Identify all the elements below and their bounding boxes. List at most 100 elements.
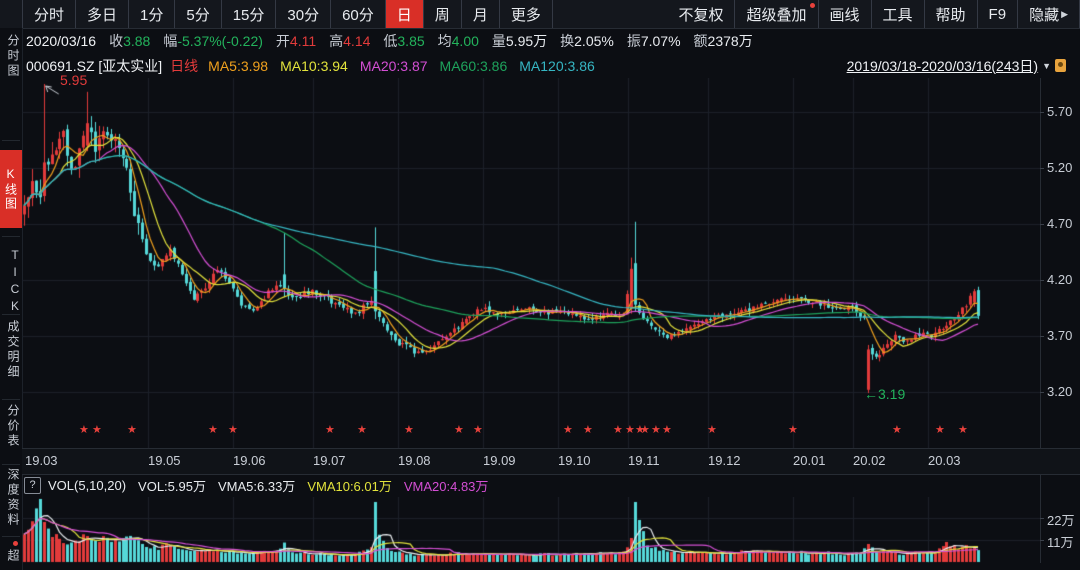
- event-star-icon: ★: [404, 424, 414, 436]
- price-axis-label: 3.20: [1047, 384, 1073, 399]
- event-star-icon: ★: [563, 424, 573, 436]
- left-sidebar: 分时图 K线图 TICK 成交明细分价表深度资料超: [0, 28, 23, 570]
- sidebar-divider: [2, 314, 20, 315]
- event-star-icon: ★: [228, 424, 238, 436]
- price-axis-tick: [1040, 112, 1044, 113]
- quote-date: 2020/03/16: [26, 32, 97, 49]
- volume-header-item-4: VMA20:4.83万: [403, 478, 489, 494]
- x-axis-label: 19.05: [148, 453, 181, 468]
- volume-axis-tick: [1040, 540, 1044, 541]
- event-star-icon: ★: [935, 424, 945, 436]
- volume-indicator-header: ? VOL(5,10,20) VOL:5.95万 VMA5:6.33万 VMA10:6…: [24, 474, 500, 496]
- x-axis-label: 19.09: [483, 453, 516, 468]
- event-star-icon: ★: [454, 424, 464, 436]
- chevron-down-icon[interactable]: ▼: [1042, 60, 1051, 71]
- volume-axis-label: 22万: [1047, 513, 1075, 528]
- top-menu-item-7[interactable]: 日: [385, 0, 424, 28]
- event-star-icon: ★: [325, 424, 335, 436]
- top-menu-item-9[interactable]: 月: [462, 0, 500, 28]
- quote-field-8: 振7.07%: [627, 31, 681, 51]
- tools-menu-item-0[interactable]: 不复权: [667, 0, 736, 28]
- period-label: 日线: [170, 57, 199, 74]
- main-chart-canvas[interactable]: [22, 78, 1040, 448]
- top-menu-item-8[interactable]: 周: [424, 0, 462, 28]
- date-range-selector[interactable]: 2019/03/18-2020/03/16(243日): [846, 57, 1039, 74]
- sidebar-item-0[interactable]: 分时图: [6, 34, 20, 79]
- x-axis-label: 19.06: [233, 453, 266, 468]
- ma-legend-item-3: MA60:3.86: [439, 57, 508, 74]
- event-star-icon: ★: [651, 424, 661, 436]
- sidebar-item-4[interactable]: 分价表: [6, 404, 20, 449]
- top-menubar: 分时 多日 1分 5分 15分 30分 60分日周月更多 不复权 超级叠加 画线 工具 帮助 F9 隐藏…: [0, 0, 1080, 29]
- help-icon[interactable]: ?: [24, 476, 41, 494]
- quote-field-0: 收3.88: [109, 31, 150, 51]
- quote-field-value: -5.37%(-0.22): [177, 32, 263, 49]
- quote-field-value: 3.88: [123, 32, 151, 49]
- top-menu-item-0[interactable]: 分时: [22, 0, 77, 28]
- top-menu-item-6[interactable]: 60分: [331, 0, 386, 28]
- top-menu-item-10[interactable]: 更多: [500, 0, 553, 28]
- x-axis-label: 19.08: [398, 453, 431, 468]
- top-menu-item-3[interactable]: 5分: [175, 0, 222, 28]
- event-star-icon: ★: [127, 424, 137, 436]
- ma-legend-item-1: MA10:3.94: [280, 57, 348, 74]
- price-axis-label: 4.70: [1047, 216, 1073, 231]
- x-axis-label: 20.03: [928, 453, 961, 468]
- quote-field-label: 换: [560, 32, 575, 49]
- event-star-icon: ★: [958, 424, 968, 436]
- price-axis-tick: [1040, 224, 1044, 225]
- sidebar-divider: [2, 464, 20, 465]
- quote-field-5: 均4.00: [438, 31, 479, 51]
- volume-header-item-1: VOL:5.95万: [138, 478, 206, 494]
- x-axis-label: 19.03: [25, 453, 58, 468]
- tools-menu-item-4[interactable]: 帮助: [925, 0, 978, 28]
- ma-legend-item-0: MA5:3.98: [208, 57, 269, 74]
- price-axis-tick: [1040, 168, 1044, 169]
- volume-axis-label: 11万: [1047, 535, 1074, 550]
- price-axis-label: 3.70: [1047, 328, 1073, 343]
- sidebar-item-5[interactable]: 深度资料: [6, 468, 20, 528]
- event-star-icon: ★: [92, 424, 102, 436]
- quote-field-value: 5.95万: [505, 32, 548, 49]
- quote-field-value: 3.85: [397, 32, 425, 49]
- notification-dot-icon: [13, 541, 18, 546]
- event-star-icon: ★: [625, 424, 635, 436]
- tools-menu-item-2[interactable]: 画线: [819, 0, 872, 28]
- low-price-annotation: ←3.19: [864, 386, 906, 402]
- sidebar-item-6[interactable]: 超: [6, 549, 20, 564]
- tools-menu-item-6[interactable]: 隐藏 ▶: [1018, 0, 1080, 28]
- lock-icon[interactable]: [1055, 59, 1066, 72]
- event-star-icon: ★: [662, 424, 672, 436]
- tools-menu-item-5[interactable]: F9: [978, 0, 1019, 28]
- top-menu-item-4[interactable]: 15分: [222, 0, 277, 28]
- top-menu-item-2[interactable]: 1分: [129, 0, 176, 28]
- tools-menu-item-3[interactable]: 工具: [872, 0, 925, 28]
- sidebar-divider: [2, 236, 20, 237]
- tools-menu-item-1[interactable]: 超级叠加: [735, 0, 819, 28]
- ma-legend: MA5:3.98 MA10:3.94 MA20:3.87 MA60:3.86 MA120…: [208, 58, 607, 74]
- legend-bar: 000691.SZ [亚太实业] 日线 MA5:3.98 MA10:3.94 MA2…: [26, 53, 1072, 78]
- volume-header-item-2: VMA5:6.33万: [217, 478, 296, 494]
- top-menu-item-1[interactable]: 多日: [76, 0, 130, 28]
- quote-field-label: 量: [491, 32, 506, 49]
- quote-field-label: 高: [329, 32, 344, 49]
- x-axis-label: 19.11: [628, 453, 660, 468]
- volume-chart-canvas[interactable]: [22, 497, 1040, 563]
- volume-header-item-0: VOL(5,10,20): [48, 477, 127, 493]
- quote-field-label: 幅: [163, 32, 178, 49]
- event-star-icon: ★: [473, 424, 483, 436]
- high-price-annotation: 5.95: [60, 72, 88, 88]
- top-menu-item-5[interactable]: 30分: [276, 0, 332, 28]
- event-star-icon: ★: [613, 424, 623, 436]
- event-star-icon: ★: [79, 424, 89, 436]
- x-axis-label: 20.02: [853, 453, 886, 468]
- sidebar-divider: [2, 399, 20, 400]
- quote-field-value: 4.00: [451, 32, 479, 49]
- sidebar-item-2[interactable]: TICK: [8, 248, 22, 316]
- notification-dot-icon: [809, 3, 815, 8]
- sidebar-item-1[interactable]: K线图: [0, 150, 22, 228]
- price-axis-tick: [1040, 392, 1044, 393]
- volume-axis-tick: [1040, 518, 1044, 519]
- sidebar-item-3[interactable]: 成交明细: [6, 320, 20, 380]
- quote-field-9: 额2378万: [694, 31, 753, 51]
